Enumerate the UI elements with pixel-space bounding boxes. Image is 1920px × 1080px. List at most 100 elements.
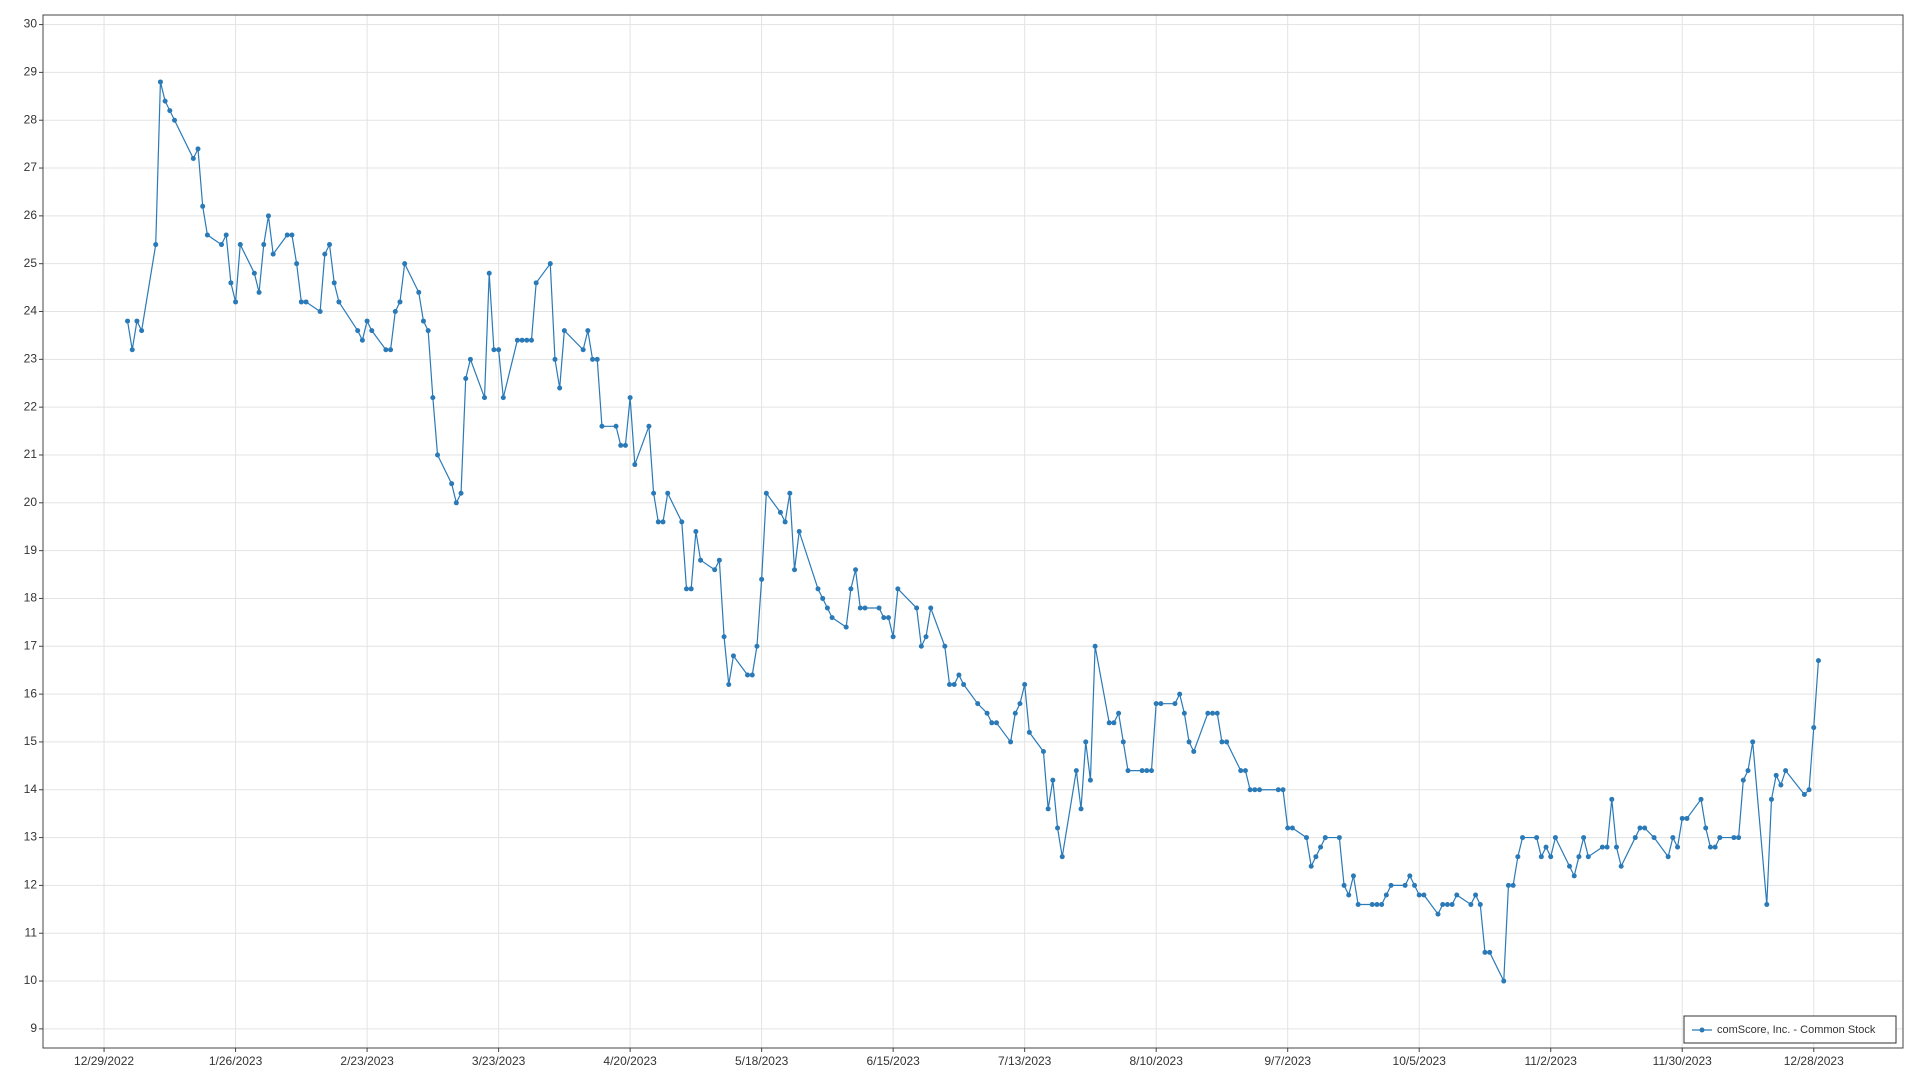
data-point <box>914 605 920 611</box>
data-point <box>1515 854 1521 860</box>
x-tick-label: 3/23/2023 <box>472 1054 526 1068</box>
data-point <box>336 299 342 305</box>
data-point <box>561 328 567 334</box>
data-point <box>1125 768 1131 774</box>
data-point <box>1210 710 1216 716</box>
data-point <box>1665 854 1671 860</box>
data-point <box>698 557 704 563</box>
data-point <box>1632 835 1638 841</box>
data-point <box>632 462 638 468</box>
legend-marker <box>1699 1027 1705 1033</box>
data-point <box>1501 978 1507 984</box>
data-point <box>1350 873 1356 879</box>
data-point <box>1106 720 1112 726</box>
data-point <box>153 242 159 248</box>
data-point <box>1449 902 1455 908</box>
data-point <box>1313 854 1319 860</box>
data-point <box>1205 710 1211 716</box>
data-point <box>1008 739 1014 745</box>
data-point <box>1341 882 1347 888</box>
y-tick-label: 24 <box>24 304 38 318</box>
data-point <box>815 586 821 592</box>
y-tick-label: 21 <box>24 447 38 461</box>
y-tick-label: 26 <box>24 208 38 222</box>
data-point <box>1783 768 1789 774</box>
data-point <box>383 347 389 353</box>
data-point <box>284 232 290 238</box>
data-point <box>1487 949 1493 955</box>
data-point <box>1055 825 1061 831</box>
y-tick-label: 22 <box>24 399 38 413</box>
data-point <box>1120 739 1126 745</box>
data-point <box>331 280 337 286</box>
x-tick-label: 12/29/2022 <box>74 1054 134 1068</box>
data-point <box>1383 892 1389 898</box>
data-point <box>857 605 863 611</box>
data-point <box>1214 710 1220 716</box>
data-point <box>862 605 868 611</box>
data-point <box>763 490 769 496</box>
data-point <box>1745 768 1751 774</box>
data-point <box>627 395 633 401</box>
x-tick-label: 2/23/2023 <box>340 1054 394 1068</box>
data-point <box>1613 844 1619 850</box>
x-tick-label: 10/5/2023 <box>1393 1054 1447 1068</box>
data-point <box>369 328 375 334</box>
data-point <box>956 672 962 678</box>
data-point <box>289 232 295 238</box>
data-point <box>1116 710 1122 716</box>
data-point <box>1444 902 1450 908</box>
data-point <box>712 567 718 573</box>
data-point <box>397 299 403 305</box>
data-point <box>204 232 210 238</box>
data-point <box>1355 902 1361 908</box>
data-point <box>1191 748 1197 754</box>
data-point <box>270 251 276 257</box>
data-point <box>1548 854 1554 860</box>
data-point <box>1717 835 1723 841</box>
y-tick-label: 12 <box>24 878 38 892</box>
legend-label: comScore, Inc. - Common Stock <box>1717 1024 1876 1036</box>
data-point <box>1520 835 1526 841</box>
y-tick-label: 20 <box>24 495 38 509</box>
data-point <box>453 500 459 506</box>
data-point <box>251 270 257 276</box>
data-point <box>1773 772 1779 778</box>
data-point <box>665 490 671 496</box>
data-point <box>392 309 398 315</box>
data-point <box>1651 835 1657 841</box>
data-point <box>167 108 173 114</box>
data-point <box>388 347 394 353</box>
data-point <box>1158 701 1164 707</box>
data-point <box>843 624 849 630</box>
plot <box>125 79 1821 984</box>
legend-box <box>1683 1015 1897 1044</box>
data-point <box>1477 902 1483 908</box>
data-point <box>1303 835 1309 841</box>
data-point <box>651 490 657 496</box>
data-point <box>594 356 600 362</box>
data-point <box>552 356 558 362</box>
data-point <box>782 519 788 525</box>
data-point <box>1238 768 1244 774</box>
data-point <box>190 155 196 161</box>
y-tick-label: 23 <box>24 352 38 366</box>
data-point <box>1778 782 1784 788</box>
x-tick-label: 4/20/2023 <box>603 1054 657 1068</box>
data-point <box>942 643 948 649</box>
data-point <box>528 337 534 343</box>
data-point <box>688 586 694 592</box>
data-point <box>294 261 300 267</box>
data-point <box>1280 787 1286 793</box>
data-point <box>1707 844 1713 850</box>
data-point <box>1148 768 1154 774</box>
data-point <box>1402 882 1408 888</box>
data-point <box>824 605 830 611</box>
data-point <box>298 299 304 305</box>
data-point <box>759 576 765 582</box>
data-point <box>1609 796 1615 802</box>
data-point <box>1740 777 1746 783</box>
data-point <box>1059 854 1065 860</box>
data-point <box>1172 701 1178 707</box>
